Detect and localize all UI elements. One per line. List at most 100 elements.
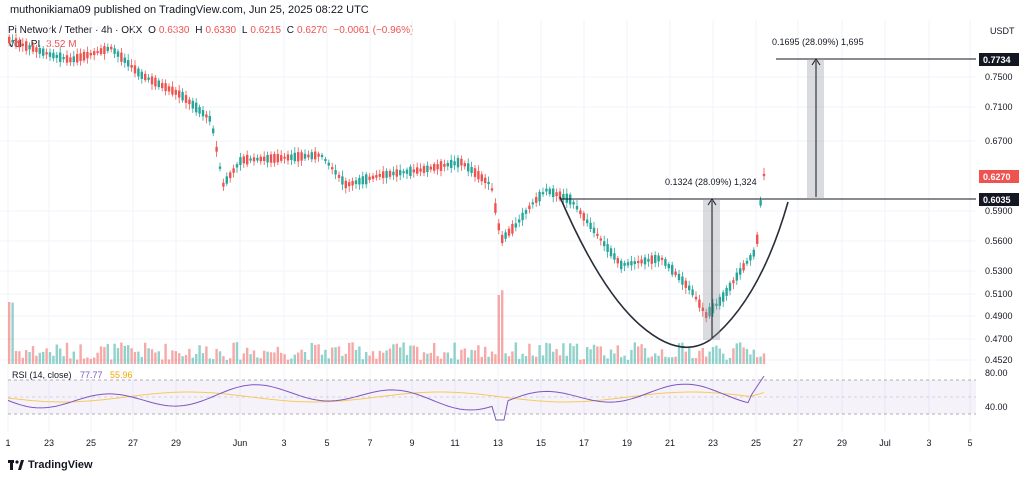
candle-body	[603, 241, 606, 247]
candle-body	[677, 273, 681, 281]
volume-bar	[140, 356, 143, 364]
candle-body	[144, 73, 147, 81]
candle-body	[419, 168, 422, 172]
candle-body	[354, 180, 358, 185]
volume-bar	[283, 354, 286, 364]
volume-bar	[201, 353, 205, 364]
candle-body	[198, 107, 201, 114]
candle-body	[229, 172, 232, 179]
volume-bar	[541, 355, 545, 364]
volume-bar	[259, 358, 262, 364]
volume-bar	[297, 352, 300, 364]
candle-body	[123, 57, 126, 63]
volume-bar	[382, 352, 385, 364]
time-tick: 5	[324, 438, 329, 448]
candle-body	[691, 289, 694, 296]
candle-body	[93, 51, 96, 56]
volume-bar	[569, 343, 572, 364]
candle-body	[280, 155, 283, 161]
candle-body	[314, 151, 317, 160]
symbol-title[interactable]: Pi Network / Tether · 4h · OKX	[8, 25, 143, 36]
volume-bar	[212, 359, 215, 364]
volume-bar	[249, 354, 252, 364]
volume-bar	[263, 350, 266, 364]
volume-bar	[144, 342, 147, 364]
candle-body	[235, 164, 239, 168]
candle-body	[269, 154, 273, 163]
volume-bar	[450, 358, 453, 364]
volume-bar	[388, 348, 392, 364]
volume-bar	[157, 351, 160, 364]
volume-bar	[55, 344, 58, 364]
currency-label: USDT	[990, 26, 1015, 36]
volume-bar	[715, 345, 718, 364]
price-tick: 0.5100	[985, 289, 1013, 299]
volume-bar	[623, 355, 626, 364]
arrow-up-icon	[707, 198, 717, 206]
volume-label[interactable]: Vol · PI	[8, 39, 41, 50]
volume-bar	[728, 357, 732, 364]
candle-body	[25, 41, 28, 51]
candle-body	[348, 182, 351, 187]
candle-body	[463, 163, 466, 167]
volume-bar	[650, 356, 653, 364]
candle-body	[378, 174, 381, 177]
volume-bar	[164, 343, 167, 364]
time-tick: 23	[708, 438, 718, 448]
volume-bar	[178, 353, 181, 364]
volume-bar	[341, 355, 344, 364]
volume-bar	[558, 355, 562, 364]
candle-body	[487, 181, 490, 185]
volume-bar	[28, 351, 31, 364]
candle-body	[21, 43, 24, 47]
volume-bar	[412, 345, 415, 364]
volume-bar	[433, 342, 436, 364]
candle-body	[722, 292, 725, 302]
volume-bar	[324, 349, 327, 364]
candle-body	[38, 48, 41, 54]
candle-body	[212, 128, 215, 134]
volume-bar	[218, 351, 222, 364]
candle-body	[518, 219, 521, 223]
candle-body	[732, 280, 735, 284]
volume-bar	[582, 359, 585, 364]
candle-body	[708, 306, 711, 317]
candle-body	[467, 163, 470, 172]
volume-bar	[446, 352, 449, 364]
candle-body	[405, 169, 409, 174]
candle-body	[718, 296, 721, 306]
target-price-badge	[979, 53, 1019, 66]
volume-bar	[399, 347, 402, 364]
time-tick: 19	[622, 438, 632, 448]
volume-bar	[592, 344, 596, 364]
candle-body	[552, 188, 555, 198]
candle-body	[218, 166, 222, 169]
volume-bar	[348, 342, 351, 364]
candle-body	[596, 233, 599, 237]
candle-body	[456, 157, 460, 168]
volume-bar	[677, 343, 681, 364]
candle-body	[181, 91, 184, 101]
candle-body	[242, 156, 245, 164]
rsi-ma-line	[7, 391, 765, 403]
candle-body	[671, 264, 674, 275]
volume-bar	[82, 358, 86, 364]
candle-body	[660, 257, 664, 260]
candle-body	[307, 154, 310, 158]
brand-text: TradingView	[28, 459, 93, 471]
tradingview-brand[interactable]: TradingView	[8, 459, 93, 471]
volume-bar	[89, 358, 92, 364]
volume-bar	[38, 352, 41, 364]
candle-body	[89, 52, 92, 56]
time-tick: 3	[281, 438, 286, 448]
neckline-price-badge	[979, 193, 1019, 206]
volume-bar	[320, 354, 324, 364]
volume-bar	[552, 351, 555, 364]
candle-body	[606, 244, 609, 252]
candle-body	[52, 52, 55, 59]
candle-body	[232, 168, 235, 173]
time-tick: Jul	[879, 438, 891, 448]
candle-body	[293, 152, 296, 162]
volume-bar	[133, 352, 137, 364]
